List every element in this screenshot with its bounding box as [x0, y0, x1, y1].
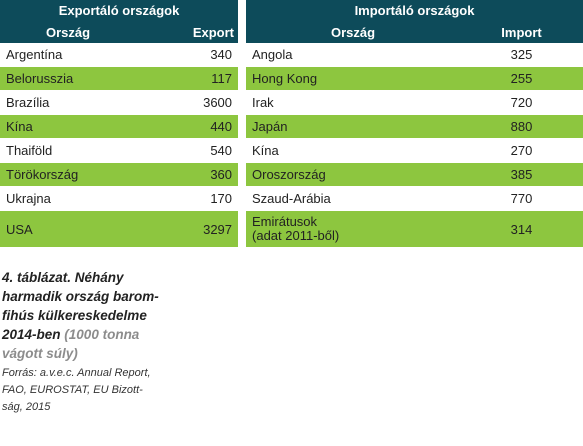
export-country-cell: USA: [0, 210, 136, 248]
table-row: USA 3297 Emirátusok (adat 2011-ből) 314: [0, 210, 583, 248]
table-row: Brazília 3600 Irak 720: [0, 90, 583, 115]
import-value-cell: 270: [460, 138, 583, 163]
export-country-cell: Belorusszia: [0, 66, 136, 91]
import-value-cell: 325: [460, 43, 583, 67]
export-value-cell: 540: [136, 138, 239, 163]
caption-source-line: FAO, EUROSTAT, EU Bizott-: [2, 384, 143, 396]
row-gap: [238, 162, 247, 187]
caption-year: 2014-ben: [2, 327, 61, 342]
export-country-cell: Brazília: [0, 90, 136, 115]
caption-source: Forrás: a.v.e.c. Annual Report, FAO, EUR…: [2, 365, 187, 416]
row-gap: [238, 138, 247, 163]
import-value-cell: 314: [460, 210, 583, 248]
export-value-header: Export: [136, 21, 239, 43]
import-country-cell: Szaud-Arábia: [246, 186, 461, 211]
export-value-cell: 3600: [136, 90, 239, 115]
table-row: Kína 440 Japán 880: [0, 114, 583, 139]
table-row: Argentína 340 Angola 325: [0, 43, 583, 67]
caption-unit: (1000 tonna: [64, 327, 140, 342]
row-gap: [238, 66, 247, 91]
header-gap: [238, 21, 247, 43]
export-country-cell: Törökország: [0, 162, 136, 187]
import-country-header: Ország: [246, 21, 461, 43]
caption-unit: vágott súly): [2, 346, 78, 361]
row-gap: [238, 114, 247, 139]
table-row: Belorusszia 117 Hong Kong 255: [0, 66, 583, 91]
caption-source-line: ság, 2015: [2, 401, 51, 413]
import-country-cell: Hong Kong: [246, 66, 461, 91]
import-country-cell: Emirátusok (adat 2011-ből): [246, 210, 461, 248]
import-country-cell: Irak: [246, 90, 461, 115]
caption-title-line: 2014-ben (1000 tonna: [2, 325, 187, 344]
export-value-cell: 360: [136, 162, 239, 187]
import-value-cell: 385: [460, 162, 583, 187]
caption-title: 4. táblázat. Néhány harmadik ország baro…: [2, 268, 187, 363]
export-value-cell: 170: [136, 186, 239, 211]
table-row: Thaiföld 540 Kína 270: [0, 138, 583, 163]
column-header-row: Ország Export Ország Import: [0, 21, 583, 43]
header-gap: [238, 0, 247, 21]
export-country-cell: Thaiföld: [0, 138, 136, 163]
table-row: Ukrajna 170 Szaud-Arábia 770: [0, 186, 583, 211]
table-caption: 4. táblázat. Néhány harmadik ország baro…: [2, 268, 187, 416]
import-country-cell: Oroszország: [246, 162, 461, 187]
export-value-cell: 3297: [136, 210, 239, 248]
import-country-cell: Japán: [246, 114, 461, 139]
export-country-cell: Argentína: [0, 43, 136, 67]
export-value-cell: 340: [136, 43, 239, 67]
poultry-trade-table: Exportáló országok Importáló országok Or…: [0, 0, 583, 248]
import-country-note: (adat 2011-ből): [252, 228, 340, 243]
import-country-cell: Kína: [246, 138, 461, 163]
import-country-line: Emirátusok: [252, 214, 318, 229]
export-value-cell: 440: [136, 114, 239, 139]
import-value-cell: 770: [460, 186, 583, 211]
group-header-row: Exportáló országok Importáló országok: [0, 0, 583, 21]
import-value-cell: 880: [460, 114, 583, 139]
export-country-header: Ország: [0, 21, 136, 43]
row-gap: [238, 186, 247, 211]
caption-title-line: fihús külkereskedelme: [2, 308, 147, 323]
table-row: Törökország 360 Oroszország 385: [0, 162, 583, 187]
export-value-cell: 117: [136, 66, 239, 91]
import-group-header: Importáló országok: [246, 0, 583, 21]
export-country-cell: Ukrajna: [0, 186, 136, 211]
caption-title-line: harmadik ország barom-: [2, 289, 159, 304]
export-country-cell: Kína: [0, 114, 136, 139]
row-gap: [238, 90, 247, 115]
import-value-cell: 255: [460, 66, 583, 91]
import-value-header: Import: [460, 21, 583, 43]
row-gap: [238, 43, 247, 67]
caption-title-line: 4. táblázat. Néhány: [2, 270, 124, 285]
row-gap: [238, 210, 247, 248]
import-value-cell: 720: [460, 90, 583, 115]
caption-source-line: Forrás: a.v.e.c. Annual Report,: [2, 367, 151, 379]
import-country-cell: Angola: [246, 43, 461, 67]
export-group-header: Exportáló országok: [0, 0, 239, 21]
